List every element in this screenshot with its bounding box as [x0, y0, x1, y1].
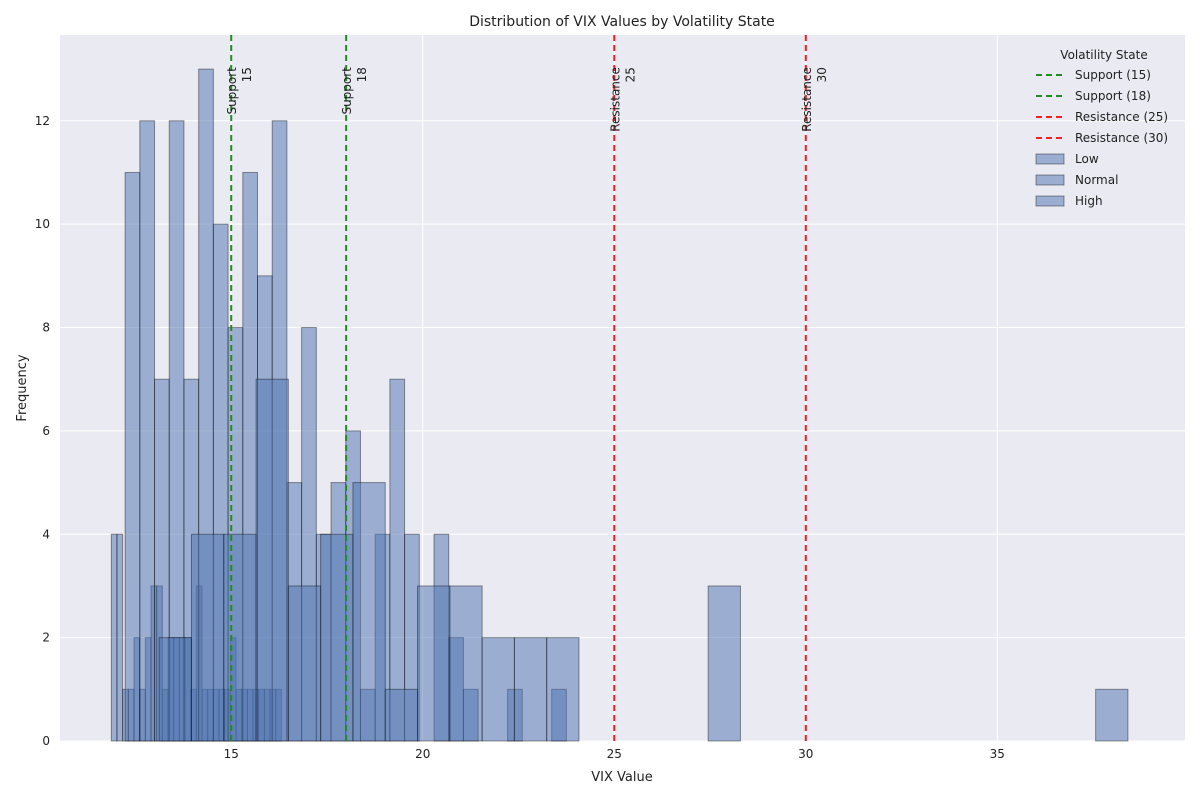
- histogram-bar: [158, 637, 192, 742]
- annotation-text: Support: [340, 67, 354, 115]
- histogram-bar: [287, 585, 322, 742]
- legend-label: Resistance (30): [1075, 131, 1168, 145]
- histogram-bar: [417, 585, 451, 742]
- histogram-bar: [255, 378, 289, 742]
- legend-bar-swatch: [1035, 153, 1065, 165]
- legend-label: Support (15): [1075, 68, 1151, 82]
- histogram-bar: [1095, 688, 1129, 742]
- annotation-text: Resistance: [800, 67, 814, 132]
- histogram-bar: [384, 688, 419, 742]
- histogram-bar: [190, 533, 225, 742]
- y-tick-label: 8: [42, 321, 50, 335]
- histogram-bar: [110, 533, 118, 742]
- reference-line-annotation: Resistance30: [800, 67, 829, 132]
- x-tick-label: 20: [415, 747, 430, 761]
- y-tick-label: 10: [35, 217, 50, 231]
- histogram-bar: [481, 637, 515, 742]
- histogram-bar: [449, 585, 483, 742]
- legend-bar-swatch: [1035, 195, 1065, 207]
- annotation-text: 15: [240, 67, 254, 82]
- histogram-bar: [320, 533, 354, 742]
- legend-label: Resistance (25): [1075, 110, 1168, 124]
- legend-title: Volatility State: [1060, 48, 1147, 62]
- legend: Volatility State Support (15) Support (18)…: [1035, 48, 1168, 208]
- annotation-text: Support: [225, 67, 239, 115]
- y-axis-label: Frequency: [15, 354, 30, 421]
- reference-line-annotation: Support18: [340, 67, 369, 115]
- annotation-text: 25: [623, 67, 637, 82]
- histogram-bar: [707, 585, 741, 742]
- legend-label: Support (18): [1075, 89, 1151, 103]
- y-tick-label: 6: [42, 424, 50, 438]
- legend-label: Low: [1075, 152, 1099, 166]
- histogram-bar: [139, 120, 156, 742]
- histogram-bar: [223, 533, 257, 742]
- y-tick-label: 2: [42, 631, 50, 645]
- legend-bar-swatch: [1035, 174, 1065, 186]
- reference-line-annotation: Support15: [225, 67, 254, 115]
- x-tick-label: 30: [798, 747, 813, 761]
- annotation-text: Resistance: [608, 67, 622, 132]
- annotation-text: 18: [355, 67, 369, 82]
- annotation-text: 30: [815, 67, 829, 82]
- chart-title: Distribution of VIX Values by Volatility…: [469, 14, 775, 30]
- series-high: [158, 378, 1129, 742]
- x-tick-label: 35: [990, 747, 1005, 761]
- histogram-bar: [352, 482, 386, 742]
- reference-line-annotation: Resistance25: [608, 67, 637, 132]
- legend-label: Normal: [1075, 173, 1118, 187]
- y-tick-label: 0: [42, 734, 50, 748]
- legend-label: High: [1075, 194, 1103, 208]
- x-tick-label: 25: [607, 747, 622, 761]
- histogram-bar: [124, 171, 141, 742]
- x-axis-label: VIX Value: [591, 770, 652, 785]
- histogram-bar: [116, 533, 124, 742]
- y-tick-label: 12: [35, 114, 50, 128]
- x-tick-label: 15: [224, 747, 239, 761]
- histogram-bar: [389, 378, 406, 742]
- histogram-bar: [513, 637, 548, 742]
- y-tick-label: 4: [42, 527, 50, 541]
- histogram-bar: [546, 637, 580, 742]
